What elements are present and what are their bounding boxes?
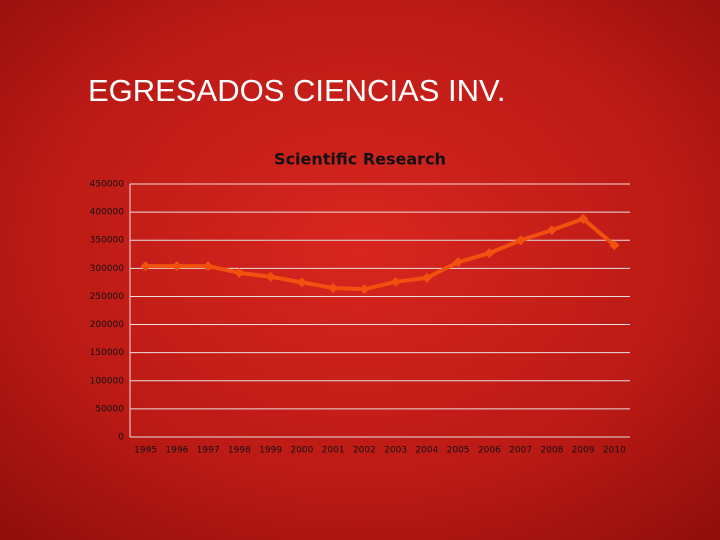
y-tick-label: 100000: [90, 376, 125, 386]
x-tick-label: 2006: [478, 446, 501, 456]
y-tick-label: 0: [118, 433, 124, 443]
y-tick-label: 450000: [90, 180, 125, 190]
marker: [265, 271, 276, 282]
x-tick-label: 2000: [290, 446, 313, 456]
chart-title: Scientific Research: [274, 150, 446, 169]
y-tick-label: 250000: [90, 292, 125, 302]
x-tick-label: 1999: [259, 446, 282, 456]
x-tick-label: 2005: [447, 446, 470, 456]
x-tick-label: 1997: [197, 446, 220, 456]
marker: [421, 272, 432, 283]
y-tick-label: 150000: [90, 348, 125, 358]
x-tick-label: 2002: [353, 446, 376, 456]
x-tick-label: 1995: [134, 446, 157, 456]
x-tick-label: 2008: [540, 446, 563, 456]
x-tick-label: 2007: [509, 446, 532, 456]
marker: [296, 277, 307, 288]
y-tick-label: 200000: [90, 320, 125, 330]
marker: [578, 213, 589, 224]
marker: [203, 261, 214, 272]
marker: [140, 261, 151, 272]
y-tick-label: 300000: [90, 264, 125, 274]
marker: [390, 276, 401, 287]
marker: [359, 284, 370, 295]
marker: [515, 235, 526, 246]
marker: [546, 225, 557, 236]
marker: [484, 248, 495, 259]
x-tick-label: 1996: [165, 446, 188, 456]
x-tick-label: 2010: [603, 446, 626, 456]
slide-title: EGRESADOS CIENCIAS INV.: [88, 73, 505, 108]
x-tick-label: 2004: [415, 446, 438, 456]
x-tick-label: 2009: [572, 446, 595, 456]
marker: [234, 267, 245, 278]
x-tick-label: 2003: [384, 446, 407, 456]
marker: [171, 261, 182, 272]
y-tick-label: 350000: [90, 236, 125, 246]
y-tick-label: 400000: [90, 208, 125, 218]
marker: [453, 257, 464, 268]
marker: [609, 240, 620, 251]
y-tick-label: 50000: [95, 404, 124, 414]
marker: [328, 283, 339, 294]
x-tick-label: 2001: [322, 446, 345, 456]
x-tick-label: 1998: [228, 446, 251, 456]
line: [145, 216, 616, 292]
